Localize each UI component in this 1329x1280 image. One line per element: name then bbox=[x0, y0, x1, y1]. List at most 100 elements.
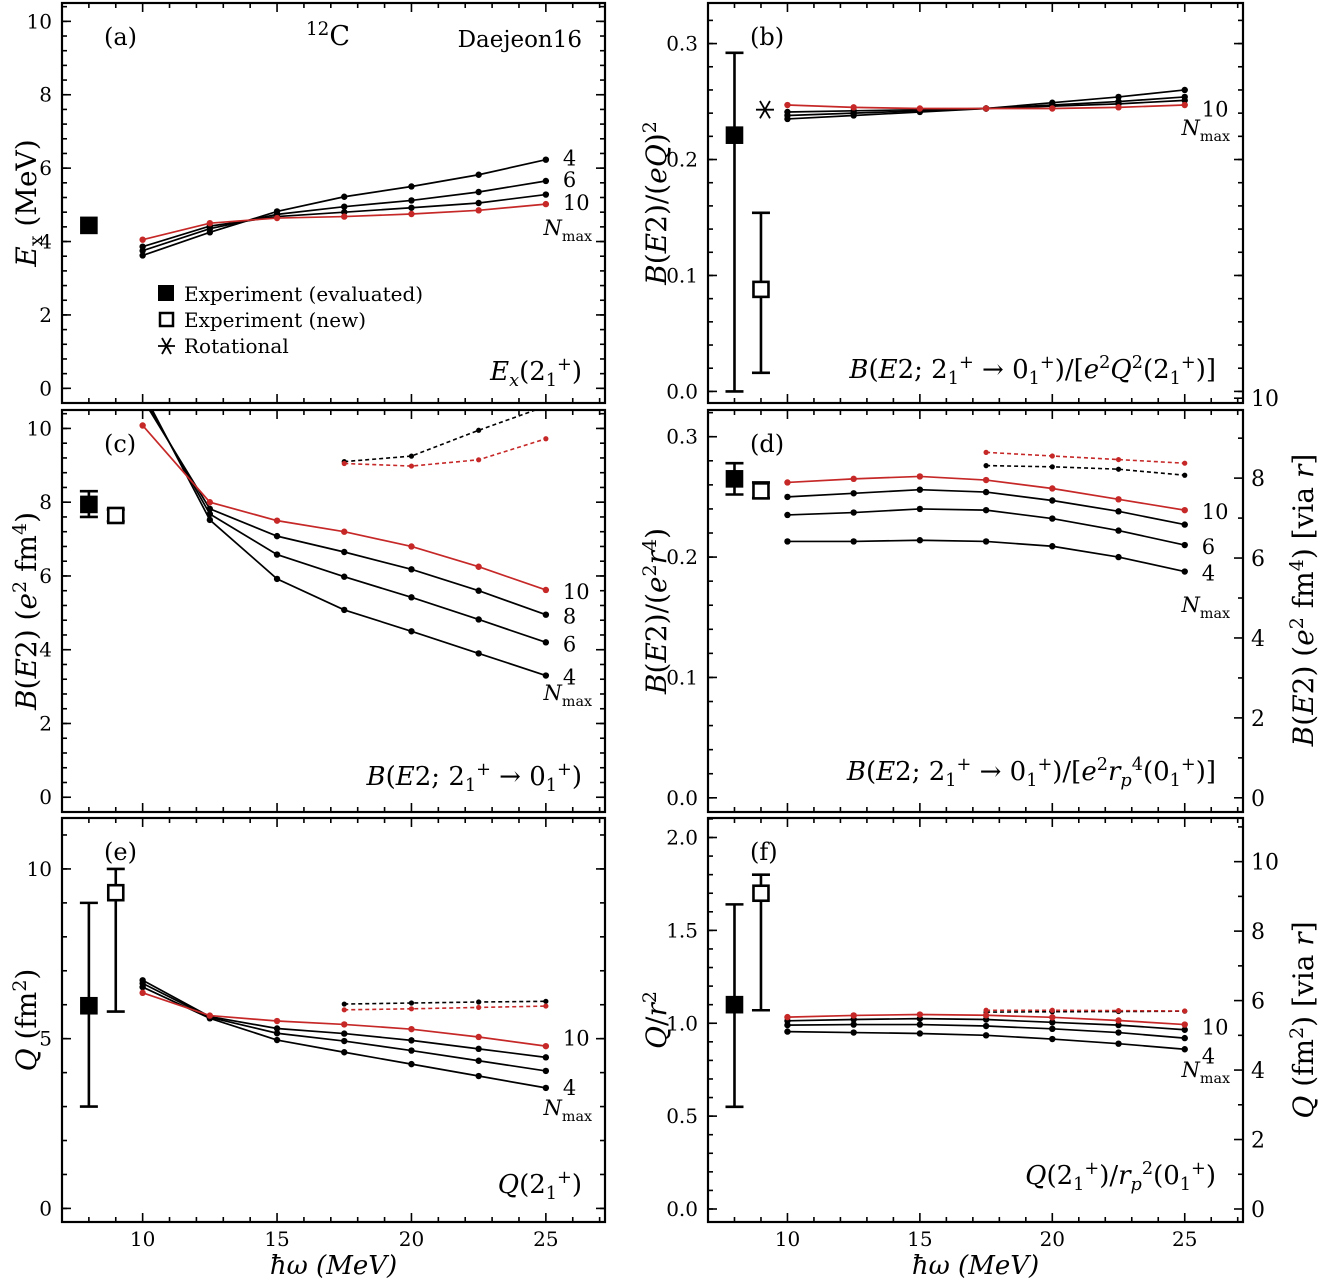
series-point-nmax-10 bbox=[542, 200, 550, 208]
dashed-series-point bbox=[543, 1003, 549, 1009]
x-axis-label: ħω (MeV) bbox=[270, 1251, 397, 1280]
y-tick-label: 8 bbox=[39, 83, 52, 107]
rotational-stroke bbox=[759, 100, 771, 119]
x-tick-label: 15 bbox=[907, 1227, 932, 1251]
series-point-nmax-6 bbox=[1181, 541, 1188, 549]
series-point-nmax-8 bbox=[784, 493, 791, 501]
dashed-series-line bbox=[344, 438, 547, 467]
y-tick-label: 0.2 bbox=[666, 545, 698, 569]
series-point-nmax-10 bbox=[1049, 485, 1056, 492]
panel-e: 0 5 10 10 15 20 25 ħω (MeV) 4 10 Nmax (e) bbox=[27, 816, 607, 1280]
data-layer bbox=[139, 388, 550, 679]
series-point-nmax-6 bbox=[408, 594, 415, 601]
series-point-nmax-4 bbox=[139, 388, 145, 394]
dashed-series-line bbox=[344, 1005, 546, 1011]
series-point-nmax-6 bbox=[273, 551, 281, 558]
series-point-nmax-4 bbox=[784, 1028, 791, 1035]
series-point-nmax-4 bbox=[475, 1072, 482, 1080]
y-axis-label-f: Q/r2 bbox=[639, 991, 673, 1049]
series-point-nmax-10 bbox=[916, 105, 924, 112]
y-tick-label: 0.0 bbox=[666, 379, 698, 403]
nmax-label: Nmax bbox=[1181, 593, 1230, 622]
series-point-nmax-4 bbox=[1181, 1046, 1188, 1053]
y-tick-label: 0.3 bbox=[666, 425, 698, 449]
y2-tick-label: 8 bbox=[1251, 467, 1265, 492]
dashed-series-point bbox=[1182, 472, 1188, 478]
dashed-series-point bbox=[476, 427, 482, 433]
dashed-series-point bbox=[408, 463, 415, 469]
series-point-nmax-10 bbox=[341, 213, 348, 220]
dashed-series-point bbox=[408, 1000, 415, 1006]
experiment-evaluated-marker bbox=[725, 995, 744, 1014]
dashed-series-line bbox=[344, 1000, 546, 1005]
y2-axis-label-f: Q (fm2) [via r] bbox=[1286, 921, 1320, 1118]
nmax-label: Nmax bbox=[1181, 1058, 1230, 1087]
series-point-nmax-4 bbox=[408, 183, 415, 190]
series-label-nmax-6: 6 bbox=[1202, 535, 1215, 559]
series-point-nmax-8 bbox=[475, 199, 482, 207]
series-point-nmax-8 bbox=[1115, 1021, 1122, 1029]
dashed-series-point bbox=[476, 1004, 482, 1011]
data-layer bbox=[139, 977, 550, 1092]
error-bar bbox=[725, 51, 744, 393]
series-label-nmax-10: 10 bbox=[563, 580, 590, 604]
y-axis-label-e: Q (fm2) bbox=[9, 969, 43, 1072]
y-tick-label: 10 bbox=[27, 9, 52, 33]
series-point-nmax-10 bbox=[206, 1012, 214, 1019]
legend-star-stroke bbox=[161, 337, 172, 355]
panel-title-d: B(E2; 21+ → 01+)/[e2rp4(01+)] bbox=[846, 755, 1216, 791]
series-point-nmax-10 bbox=[916, 1011, 924, 1018]
data-layer bbox=[784, 449, 1188, 575]
series-point-nmax-6 bbox=[1049, 1025, 1056, 1033]
series-point-nmax-10 bbox=[784, 101, 791, 109]
experiment-new-marker bbox=[752, 482, 770, 500]
dashed-series-point bbox=[341, 1001, 347, 1007]
series-point-nmax-6 bbox=[475, 1057, 482, 1064]
dashed-series-point bbox=[1049, 453, 1055, 459]
y-tick-label: 0.0 bbox=[666, 786, 698, 810]
series-point-nmax-10 bbox=[139, 236, 146, 243]
y-tick-label: 8 bbox=[39, 490, 52, 514]
series-point-nmax-6 bbox=[475, 188, 482, 196]
nmax-label: Nmax bbox=[543, 216, 592, 245]
panel-label: (f) bbox=[750, 838, 778, 866]
series-point-nmax-10 bbox=[542, 586, 550, 594]
series-point-nmax-6 bbox=[475, 616, 482, 623]
series-point-nmax-6 bbox=[273, 1030, 281, 1037]
series-point-nmax-10 bbox=[1181, 506, 1188, 514]
series-point-nmax-4 bbox=[1115, 1040, 1122, 1047]
panel-frame bbox=[60, 816, 607, 1224]
panel-frame bbox=[706, 408, 1245, 814]
y2-tick-label: 2 bbox=[1251, 1129, 1265, 1154]
series-point-nmax-10 bbox=[475, 563, 482, 570]
series-label-nmax-4: 4 bbox=[563, 1076, 576, 1100]
y-tick-label: 2 bbox=[39, 711, 52, 735]
dashed-series-point bbox=[1182, 1008, 1188, 1014]
series-point-nmax-10 bbox=[206, 219, 214, 227]
y-axis-label-a: Ex (MeV) bbox=[10, 139, 47, 267]
series-point-nmax-6 bbox=[206, 510, 214, 518]
series-point-nmax-10 bbox=[784, 479, 791, 486]
nmax-label: Nmax bbox=[543, 681, 592, 710]
series-point-nmax-4 bbox=[542, 1084, 550, 1092]
experiment-new-marker bbox=[106, 506, 125, 525]
y-axis-label-c: B(E2) (e2 fm4) bbox=[9, 512, 43, 711]
y2-tick-label: 4 bbox=[1251, 627, 1265, 652]
panel-label: (c) bbox=[104, 430, 136, 458]
series-point-nmax-4 bbox=[475, 171, 482, 178]
series-point-nmax-10 bbox=[982, 1012, 990, 1019]
series-label-nmax-4: 4 bbox=[1202, 1044, 1215, 1068]
series-line-nmax-4 bbox=[787, 89, 1185, 120]
series-point-nmax-4 bbox=[139, 252, 146, 259]
dashed-series-point bbox=[543, 436, 549, 442]
series-point-nmax-8 bbox=[341, 1030, 348, 1037]
series-point-nmax-8 bbox=[273, 1025, 281, 1032]
y-tick-label: 0.3 bbox=[666, 32, 698, 56]
dashed-series-point bbox=[1049, 464, 1055, 470]
series-label-nmax-10: 10 bbox=[563, 1027, 590, 1051]
series-point-nmax-8 bbox=[1049, 497, 1056, 504]
series-point-nmax-4 bbox=[1049, 1035, 1056, 1043]
dashed-series-point bbox=[1182, 460, 1188, 466]
